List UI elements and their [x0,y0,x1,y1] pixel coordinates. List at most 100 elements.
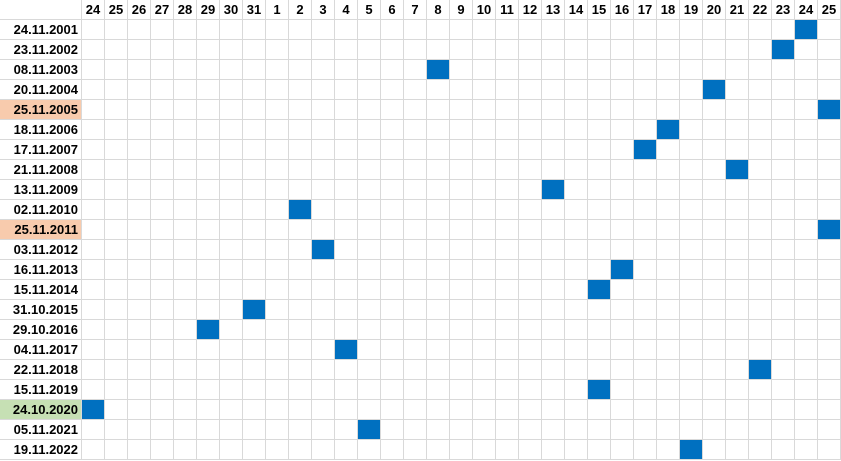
grid-cell[interactable] [357,439,381,460]
grid-cell[interactable] [242,279,266,300]
grid-cell[interactable] [173,319,197,340]
grid-cell[interactable] [518,359,542,380]
grid-cell[interactable] [633,299,657,320]
grid-cell[interactable] [725,219,749,240]
grid-cell[interactable] [518,159,542,180]
grid-cell[interactable] [771,439,795,460]
grid-cell[interactable] [495,399,519,420]
grid-cell[interactable] [725,119,749,140]
grid-cell[interactable] [610,319,634,340]
grid-cell[interactable] [334,39,358,60]
grid-cell[interactable] [587,159,611,180]
column-header-day[interactable]: 8 [426,0,450,20]
grid-cell[interactable] [265,179,289,200]
grid-cell[interactable] [288,439,312,460]
grid-cell[interactable] [104,159,128,180]
grid-cell[interactable] [702,319,726,340]
grid-cell[interactable] [518,239,542,260]
grid-cell[interactable] [242,19,266,40]
grid-cell[interactable] [518,419,542,440]
grid-cell[interactable] [357,179,381,200]
grid-cell[interactable] [219,119,243,140]
grid-cell[interactable] [541,39,565,60]
grid-cell[interactable] [288,299,312,320]
grid-cell[interactable] [150,59,174,80]
grid-cell[interactable] [817,79,841,100]
grid-cell[interactable] [587,399,611,420]
date-cell[interactable]: 24.11.2001 [0,19,82,40]
grid-cell[interactable] [656,439,680,460]
grid-cell[interactable] [656,339,680,360]
grid-cell[interactable] [656,19,680,40]
grid-cell[interactable] [472,379,496,400]
grid-cell[interactable] [219,19,243,40]
grid-cell[interactable] [771,279,795,300]
grid-cell[interactable] [380,419,404,440]
grid-cell[interactable] [771,199,795,220]
grid-cell[interactable] [817,399,841,420]
grid-cell[interactable] [518,299,542,320]
grid-cell[interactable] [679,59,703,80]
grid-cell[interactable] [150,199,174,220]
grid-cell[interactable] [127,19,151,40]
marked-cell[interactable] [242,299,266,320]
grid-cell[interactable] [541,79,565,100]
grid-cell[interactable] [357,219,381,240]
grid-cell[interactable] [426,79,450,100]
grid-cell[interactable] [748,79,772,100]
grid-cell[interactable] [403,279,427,300]
grid-cell[interactable] [817,299,841,320]
grid-cell[interactable] [265,319,289,340]
grid-cell[interactable] [518,279,542,300]
grid-cell[interactable] [173,99,197,120]
grid-cell[interactable] [518,199,542,220]
column-header-day[interactable]: 2 [288,0,312,20]
grid-cell[interactable] [357,119,381,140]
grid-cell[interactable] [265,59,289,80]
grid-cell[interactable] [817,139,841,160]
grid-cell[interactable] [127,219,151,240]
grid-cell[interactable] [610,179,634,200]
grid-cell[interactable] [127,239,151,260]
grid-cell[interactable] [173,199,197,220]
grid-cell[interactable] [81,199,105,220]
date-cell[interactable]: 29.10.2016 [0,319,82,340]
grid-cell[interactable] [104,319,128,340]
date-cell[interactable]: 22.11.2018 [0,359,82,380]
grid-cell[interactable] [725,59,749,80]
grid-cell[interactable] [472,79,496,100]
column-header-day[interactable]: 31 [242,0,266,20]
grid-cell[interactable] [196,299,220,320]
grid-cell[interactable] [288,319,312,340]
grid-cell[interactable] [426,139,450,160]
grid-cell[interactable] [104,399,128,420]
grid-cell[interactable] [104,359,128,380]
grid-cell[interactable] [403,99,427,120]
column-header-day[interactable]: 5 [357,0,381,20]
grid-cell[interactable] [564,39,588,60]
marked-cell[interactable] [679,439,703,460]
grid-cell[interactable] [610,219,634,240]
grid-cell[interactable] [150,399,174,420]
grid-cell[interactable] [150,379,174,400]
grid-cell[interactable] [173,359,197,380]
column-header-day[interactable]: 24 [81,0,105,20]
grid-cell[interactable] [702,179,726,200]
grid-cell[interactable] [380,39,404,60]
grid-cell[interactable] [794,179,818,200]
grid-cell[interactable] [357,139,381,160]
grid-cell[interactable] [794,439,818,460]
grid-cell[interactable] [265,219,289,240]
grid-cell[interactable] [288,79,312,100]
grid-cell[interactable] [702,239,726,260]
column-header-day[interactable]: 1 [265,0,289,20]
grid-cell[interactable] [403,159,427,180]
grid-cell[interactable] [817,379,841,400]
grid-cell[interactable] [196,279,220,300]
grid-cell[interactable] [81,279,105,300]
grid-cell[interactable] [81,419,105,440]
grid-cell[interactable] [817,259,841,280]
grid-cell[interactable] [541,219,565,240]
grid-cell[interactable] [150,159,174,180]
column-header-day[interactable]: 7 [403,0,427,20]
